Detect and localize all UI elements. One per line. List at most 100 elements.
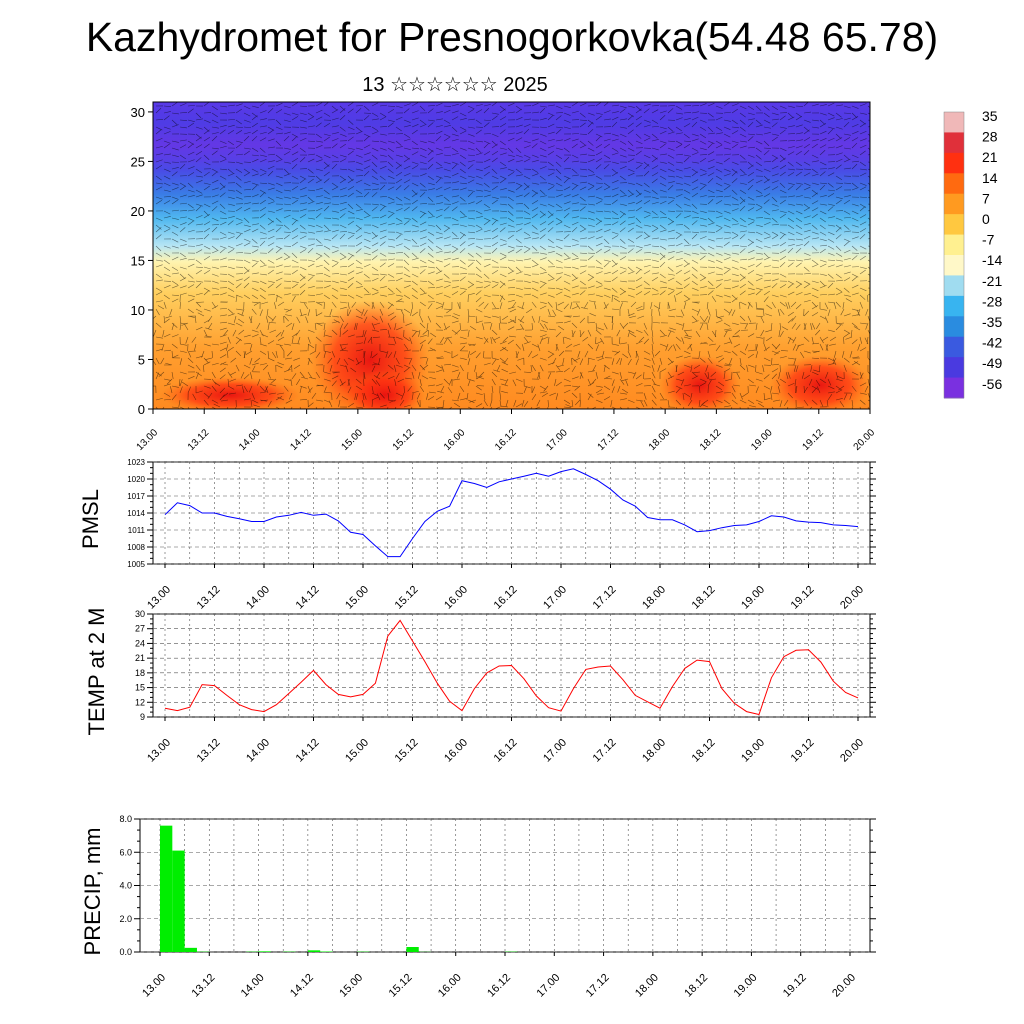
wind-barb <box>389 399 397 403</box>
wind-barb <box>691 179 699 184</box>
wind-barb <box>509 335 517 338</box>
wind-barb <box>739 126 746 132</box>
wind-barb <box>763 150 770 156</box>
wind-barb <box>171 406 179 409</box>
colorbar-frame <box>943 111 965 399</box>
wind-barb <box>227 150 234 156</box>
wind-barb <box>811 336 814 344</box>
wind-barb <box>203 329 208 337</box>
wind-barb <box>707 142 714 149</box>
wind-barb <box>723 168 731 172</box>
wind-barb <box>315 159 323 163</box>
wind-barb <box>363 287 370 294</box>
wind-barb <box>683 140 691 142</box>
wind-barb <box>299 112 307 116</box>
wind-barb <box>723 257 731 261</box>
wind-barb <box>457 392 461 400</box>
wind-barb <box>718 381 725 387</box>
wind-barb <box>864 385 869 393</box>
wind-barb <box>611 147 619 152</box>
wind-barb <box>459 241 466 247</box>
wind-barb <box>323 406 325 409</box>
wind-barb <box>373 362 381 366</box>
wind-barb <box>219 341 227 345</box>
wind-barb <box>627 371 635 374</box>
wind-barb <box>467 154 475 157</box>
wind-barb <box>729 357 733 365</box>
wind-barb <box>355 235 363 240</box>
wind-barb <box>291 337 294 345</box>
wind-barb <box>579 181 587 184</box>
wind-barb <box>499 357 506 363</box>
wind-barb <box>187 386 192 394</box>
wind-barb <box>771 301 776 309</box>
wind-barb <box>163 105 171 107</box>
wind-barb <box>227 231 235 235</box>
wind-barb <box>451 231 458 237</box>
wind-barb <box>427 163 434 170</box>
wind-barb <box>307 158 315 163</box>
wind-barb <box>227 196 235 200</box>
wind-barb <box>323 178 330 184</box>
wind-barb <box>627 294 635 298</box>
wind-barb <box>707 189 715 194</box>
wind-barb <box>417 371 421 379</box>
wind-barb <box>819 182 827 185</box>
wind-barb <box>867 406 870 409</box>
wind-barb <box>379 392 385 399</box>
wind-barb <box>451 147 458 153</box>
wind-barb <box>179 350 187 353</box>
wind-barb <box>787 105 795 108</box>
wind-barb <box>267 248 274 254</box>
wind-barb <box>683 298 691 303</box>
wind-barb <box>457 371 461 379</box>
wind-barb <box>394 379 397 387</box>
wind-barb <box>490 406 493 409</box>
wind-barb <box>715 355 723 359</box>
wind-barb <box>723 231 731 234</box>
wind-barb <box>739 290 746 296</box>
wind-barb <box>179 244 187 247</box>
wind-barb <box>515 350 518 358</box>
x-tick-label: 14.12 <box>294 584 322 612</box>
wind-barb <box>779 157 786 163</box>
wind-barb <box>565 343 573 349</box>
wind-barb <box>635 374 642 380</box>
wind-barb <box>195 269 202 275</box>
wind-barb <box>523 266 531 268</box>
wind-barb <box>443 133 451 138</box>
wind-barb <box>499 152 507 156</box>
wind-barb <box>277 362 285 366</box>
wind-barb <box>707 199 714 205</box>
wind-barb <box>283 280 292 282</box>
wind-barb <box>203 287 211 292</box>
wind-barb <box>723 195 731 198</box>
wind-barb <box>427 259 435 264</box>
wind-barb <box>667 126 674 132</box>
wind-barb <box>723 341 731 345</box>
wind-barb <box>827 273 834 279</box>
wind-barb <box>267 269 274 275</box>
wind-barb <box>659 255 666 261</box>
wind-barb <box>341 343 349 346</box>
wind-barb <box>763 245 771 249</box>
wind-barb <box>227 378 230 386</box>
wind-barb <box>315 399 323 402</box>
wind-barb <box>323 171 330 177</box>
wind-barb <box>507 249 515 254</box>
wind-barb <box>507 158 515 163</box>
wind-barb <box>483 258 491 261</box>
wind-barb <box>507 245 515 249</box>
wind-barb <box>339 287 347 290</box>
wind-barb <box>435 406 443 409</box>
wind-barb <box>451 329 458 335</box>
wind-barb <box>651 210 658 216</box>
colorbar-segment <box>944 173 964 195</box>
wind-barb <box>179 323 182 331</box>
wind-barb <box>659 153 667 156</box>
wind-barb <box>859 301 863 309</box>
wind-barb <box>779 129 786 135</box>
wind-barb <box>715 259 723 264</box>
wind-barb <box>443 125 451 128</box>
wind-barb <box>651 392 657 399</box>
